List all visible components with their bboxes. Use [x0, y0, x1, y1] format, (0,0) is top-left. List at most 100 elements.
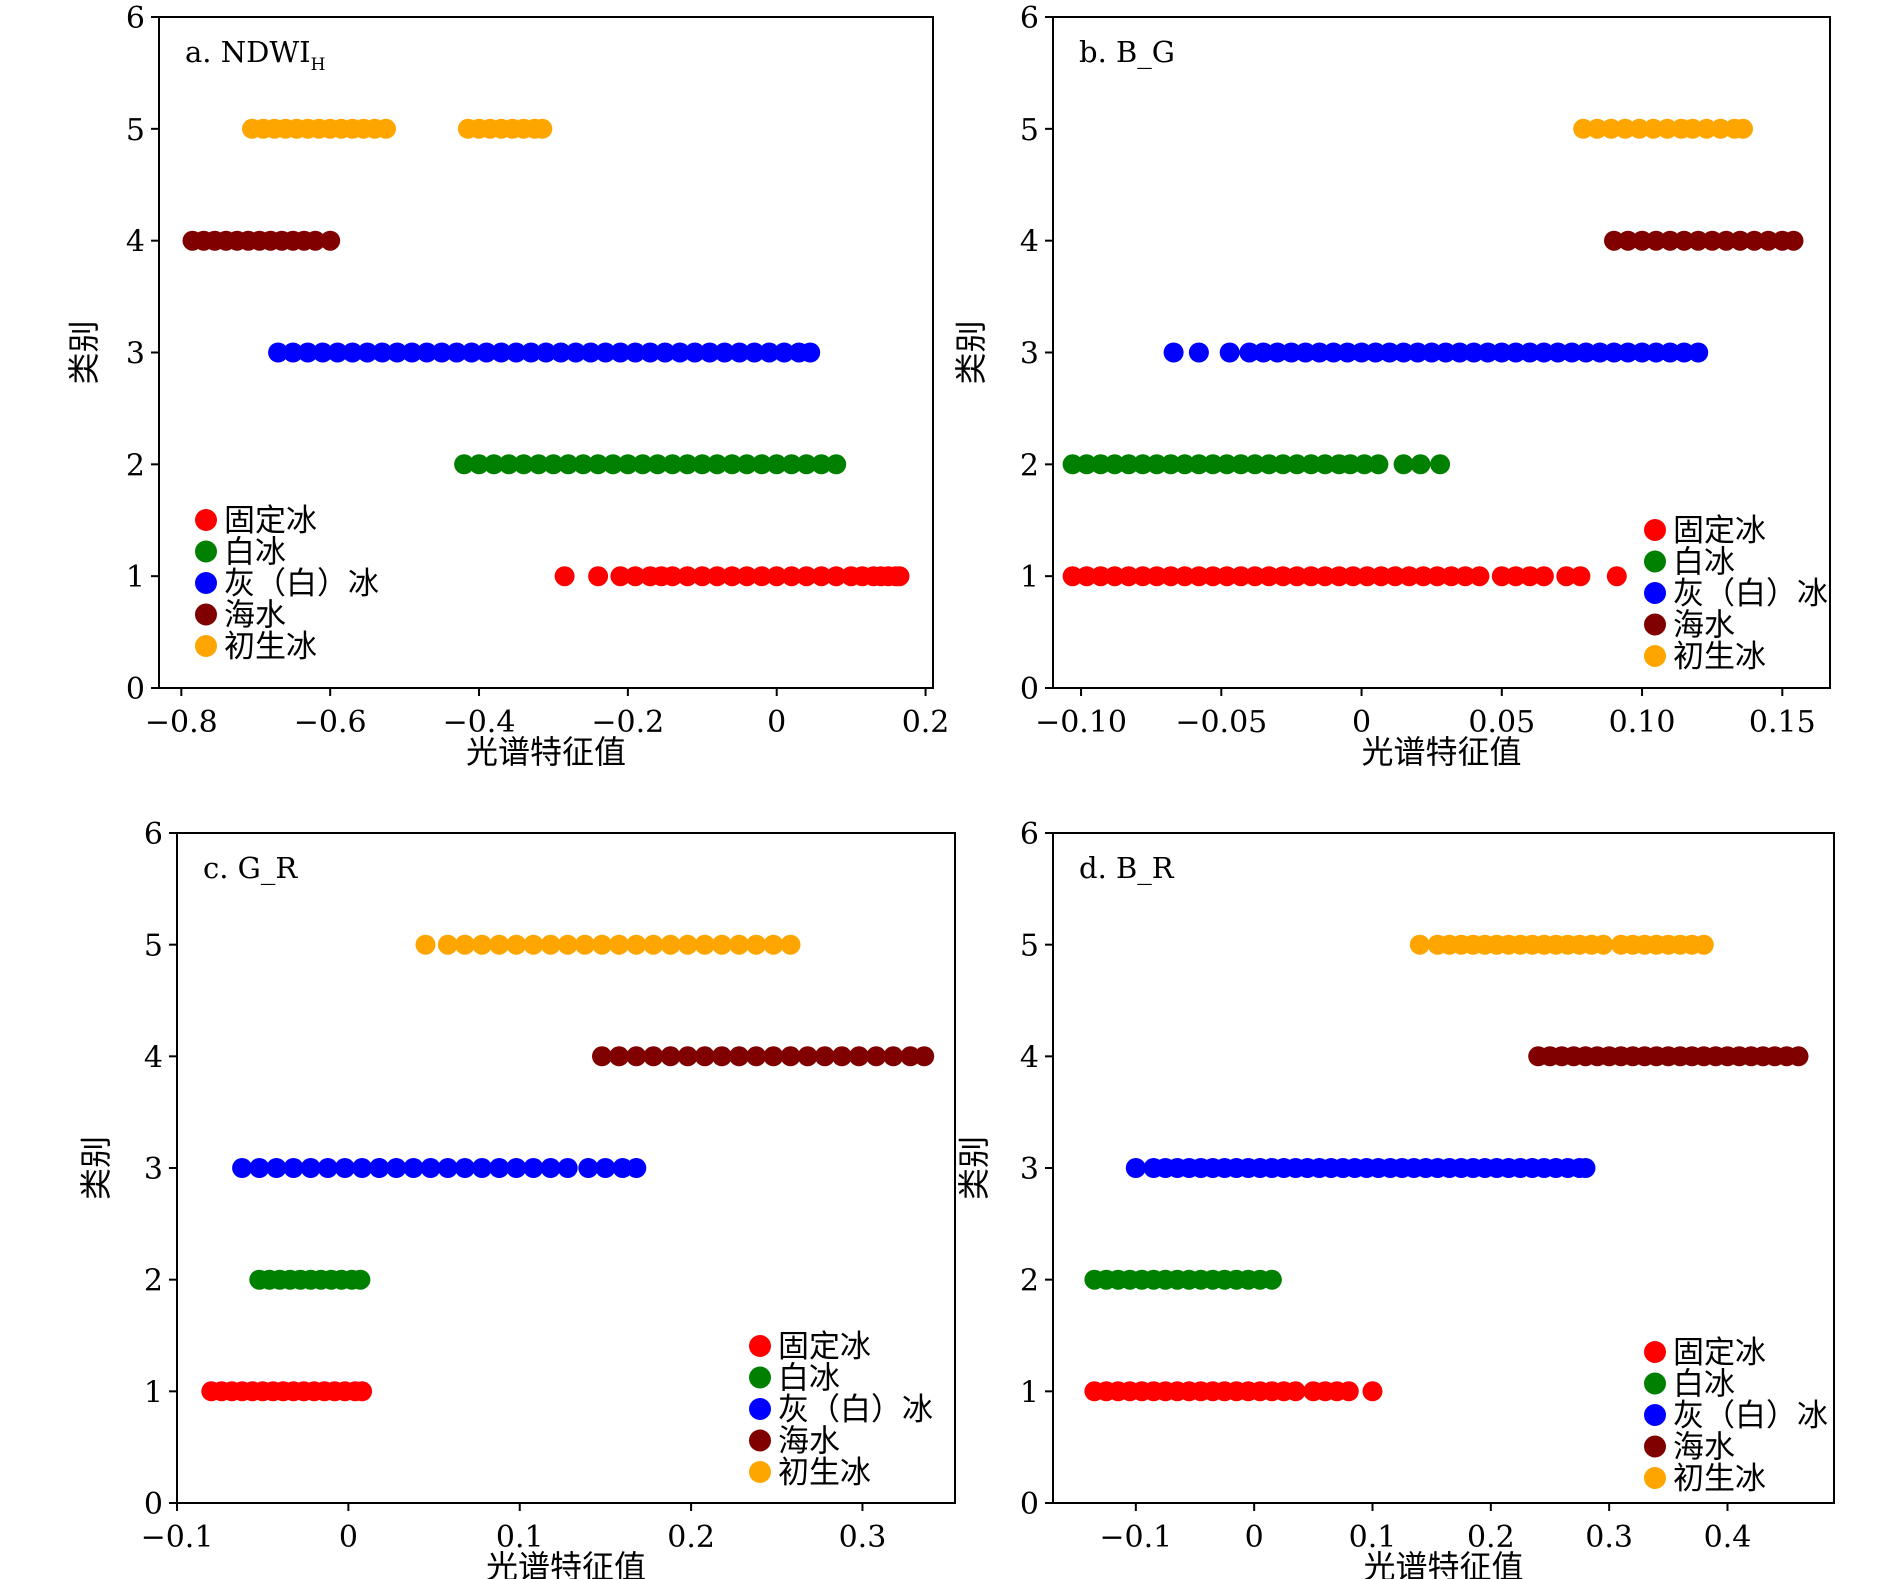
- legend-label: 初生冰: [1673, 1461, 1766, 1497]
- legend-label: 固定冰: [1673, 513, 1766, 549]
- data-point: [1219, 342, 1240, 363]
- data-point: [1315, 566, 1336, 587]
- x-tick-label: 0.10: [1609, 705, 1676, 740]
- data-point: [729, 1046, 750, 1067]
- y-tick-label: 5: [126, 113, 145, 148]
- data-point: [595, 1158, 616, 1178]
- data-point: [729, 934, 750, 955]
- data-point: [655, 342, 676, 363]
- data-point: [1273, 454, 1293, 475]
- data-point: [327, 342, 348, 363]
- data-point: [662, 566, 683, 587]
- data-point: [1643, 118, 1664, 139]
- data-point: [781, 454, 802, 475]
- data-point: [352, 1381, 373, 1402]
- data-point: [1696, 118, 1717, 139]
- data-point: [1733, 118, 1753, 139]
- data-point: [472, 934, 492, 955]
- data-point: [558, 454, 579, 475]
- y-tick-label: 5: [1020, 113, 1039, 148]
- data-point: [1477, 342, 1498, 363]
- data-point: [722, 566, 743, 587]
- x-tick-label: −0.1: [141, 1520, 214, 1555]
- data-point: [1104, 566, 1125, 587]
- data-point: [1604, 342, 1624, 363]
- data-point: [714, 342, 735, 363]
- data-point: [826, 566, 847, 587]
- data-point: [694, 1046, 715, 1067]
- data-point: [416, 342, 437, 363]
- series-3: [1604, 230, 1804, 251]
- y-tick-label: 6: [1020, 1, 1039, 36]
- y-tick-label: 4: [126, 225, 145, 260]
- panel-label-text: c. G_R: [203, 851, 298, 886]
- data-point: [1174, 454, 1195, 475]
- x-tick-label: 0.2: [667, 1520, 715, 1555]
- data-point: [283, 1158, 304, 1178]
- data-point: [431, 342, 452, 363]
- data-point: [694, 934, 715, 955]
- data-point: [1688, 342, 1709, 363]
- data-point: [1615, 118, 1636, 139]
- data-point: [647, 454, 668, 475]
- x-tick-label: 0.05: [1468, 705, 1535, 740]
- data-point: [1230, 566, 1251, 587]
- x-tick-label: 0: [767, 705, 786, 740]
- data-point: [677, 934, 698, 955]
- data-point: [826, 454, 847, 475]
- data-point: [557, 934, 578, 955]
- data-point: [1160, 454, 1181, 475]
- data-point: [506, 934, 527, 955]
- data-point: [1385, 566, 1406, 587]
- data-point: [491, 342, 512, 363]
- data-point: [268, 342, 289, 363]
- data-point: [1239, 342, 1260, 363]
- data-point: [317, 1158, 338, 1178]
- panel-label: b. B_G: [1079, 35, 1175, 70]
- data-point: [617, 454, 638, 475]
- x-tick-label: 0.1: [1349, 1520, 1397, 1555]
- legend-marker: [1644, 1372, 1666, 1395]
- data-point: [1259, 566, 1279, 587]
- data-point: [1357, 566, 1378, 587]
- data-point: [578, 1158, 599, 1178]
- data-point: [320, 230, 341, 251]
- data-point: [1340, 454, 1361, 475]
- data-point: [1646, 230, 1667, 251]
- x-tick-label: −0.6: [294, 705, 367, 740]
- data-point: [1463, 342, 1484, 363]
- data-point: [1702, 230, 1723, 251]
- data-point: [1188, 342, 1209, 363]
- x-tick-label: −0.2: [591, 705, 664, 740]
- data-point: [283, 342, 303, 363]
- x-tick-label: 0.2: [902, 705, 950, 740]
- data-point: [588, 454, 609, 475]
- data-point: [640, 342, 661, 363]
- data-point: [774, 342, 795, 363]
- legend-marker: [195, 603, 217, 626]
- data-point: [1267, 342, 1288, 363]
- data-point: [232, 1158, 253, 1178]
- data-point: [1393, 342, 1414, 363]
- data-point: [751, 454, 772, 475]
- data-point: [1245, 566, 1265, 587]
- data-point: [1062, 566, 1083, 587]
- data-point: [1253, 342, 1274, 363]
- data-point: [1593, 934, 1614, 955]
- data-point: [1660, 342, 1681, 363]
- data-point: [643, 934, 664, 955]
- legend-marker: [1644, 1467, 1666, 1489]
- data-point: [811, 454, 832, 475]
- series-1: [1062, 454, 1451, 475]
- data-point: [707, 454, 728, 475]
- data-point: [1573, 118, 1594, 139]
- data-point: [722, 454, 743, 475]
- data-point: [1657, 118, 1678, 139]
- legend-label: 固定冰: [778, 1329, 871, 1365]
- data-point: [677, 1046, 698, 1067]
- data-point: [528, 454, 549, 475]
- x-axis-title: 光谱特征值: [1363, 1548, 1523, 1579]
- legend-label: 白冰: [1673, 1367, 1735, 1403]
- series-4: [242, 118, 553, 139]
- data-point: [1329, 566, 1350, 587]
